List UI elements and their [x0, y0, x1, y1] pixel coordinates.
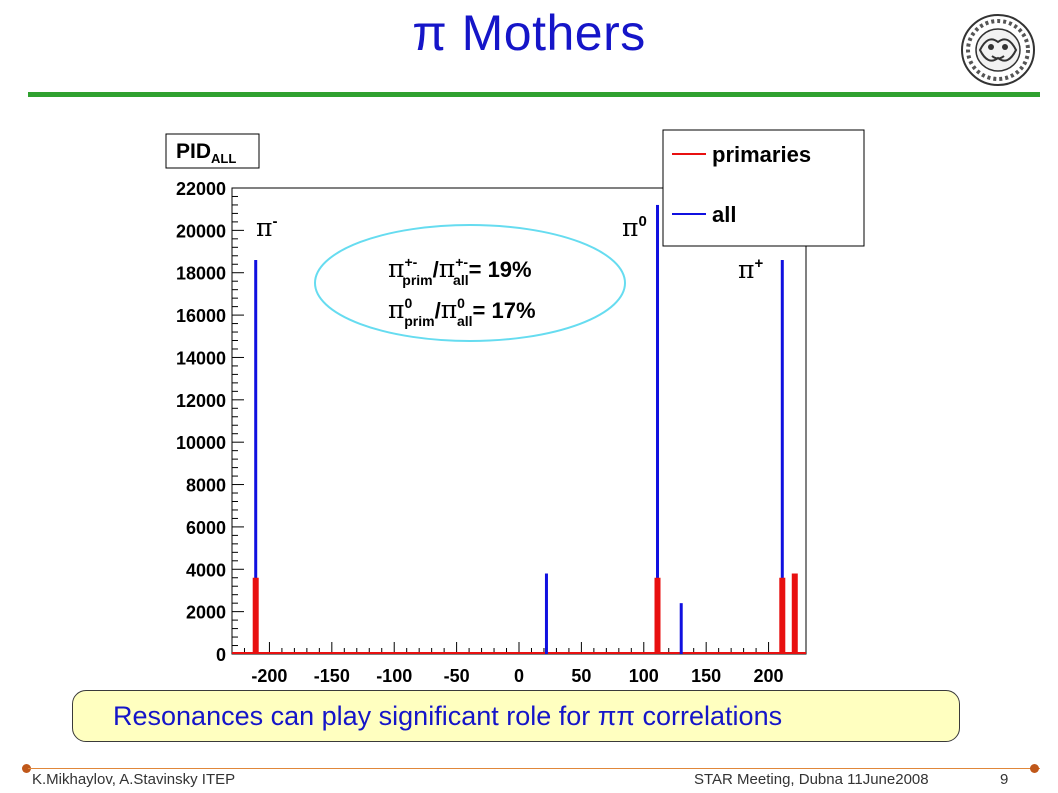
x-tick-label: 50 — [571, 666, 591, 685]
y-tick-label: 8000 — [186, 476, 226, 496]
y-tick-label: 4000 — [186, 560, 226, 580]
x-tick-label: 0 — [514, 666, 524, 685]
ratio-charged: π+-prim/π+-all= 19% — [388, 254, 532, 288]
y-tick-label: 2000 — [186, 603, 226, 623]
itep-logo — [961, 14, 1035, 86]
chart-title: PIDALL — [176, 140, 236, 166]
footer-page: 9 — [1000, 771, 1009, 788]
bar-all — [780, 260, 784, 654]
bar-primaries — [791, 573, 798, 654]
x-tick-label: -100 — [376, 666, 412, 685]
x-tick-label: -200 — [251, 666, 287, 685]
x-tick-label: 100 — [629, 666, 659, 685]
y-tick-label: 12000 — [176, 391, 226, 411]
bar-primaries — [779, 577, 786, 654]
title-rule — [28, 92, 1040, 97]
ratio-ellipse — [314, 224, 626, 342]
bar-primaries — [654, 577, 661, 654]
chart-title-box — [165, 133, 260, 169]
x-tick-label: 200 — [754, 666, 784, 685]
slide-title: π Mothers — [412, 5, 646, 61]
ratio-neutral: π0 prim/π0 all= 17% — [388, 295, 536, 329]
footer-line — [28, 768, 1040, 769]
y-tick-label: 14000 — [176, 348, 226, 368]
x-tick-label: -150 — [314, 666, 350, 685]
label-pi-zero: π0 — [622, 213, 647, 242]
x-tick-label: 150 — [691, 666, 721, 685]
y-tick-label: 10000 — [176, 433, 226, 453]
bars — [232, 204, 806, 654]
axes: 0200040006000800010000120001400016000180… — [176, 179, 795, 685]
footer-left: K.Mikhaylov, A.Stavinsky ITEP — [32, 771, 236, 788]
note-box: Resonances can play significant role for… — [72, 690, 960, 742]
legend: primaries all — [672, 142, 811, 227]
bar-all — [656, 204, 660, 654]
footer-dot-left — [22, 764, 31, 773]
y-tick-label: 0 — [216, 645, 226, 665]
legend-box — [662, 129, 865, 247]
footer-dot-right — [1030, 764, 1039, 773]
legend-label-primaries: primaries — [712, 142, 811, 167]
y-tick-label: 16000 — [176, 306, 226, 326]
y-tick-label: 22000 — [176, 179, 226, 199]
y-tick-label: 6000 — [186, 518, 226, 538]
legend-label-all: all — [712, 202, 736, 227]
bar-primaries — [252, 577, 259, 654]
note-text: Resonances can play significant role for… — [113, 700, 783, 731]
y-tick-label: 18000 — [176, 264, 226, 284]
footer-center: STAR Meeting, Dubna 11June2008 — [694, 771, 929, 788]
label-pi-minus: π- — [256, 213, 277, 242]
bar-all — [679, 603, 683, 654]
bar-all — [544, 573, 548, 654]
y-tick-label: 20000 — [176, 221, 226, 241]
bar-all — [254, 260, 258, 654]
label-pi-plus: π+ — [738, 255, 763, 284]
x-tick-label: -50 — [444, 666, 470, 685]
